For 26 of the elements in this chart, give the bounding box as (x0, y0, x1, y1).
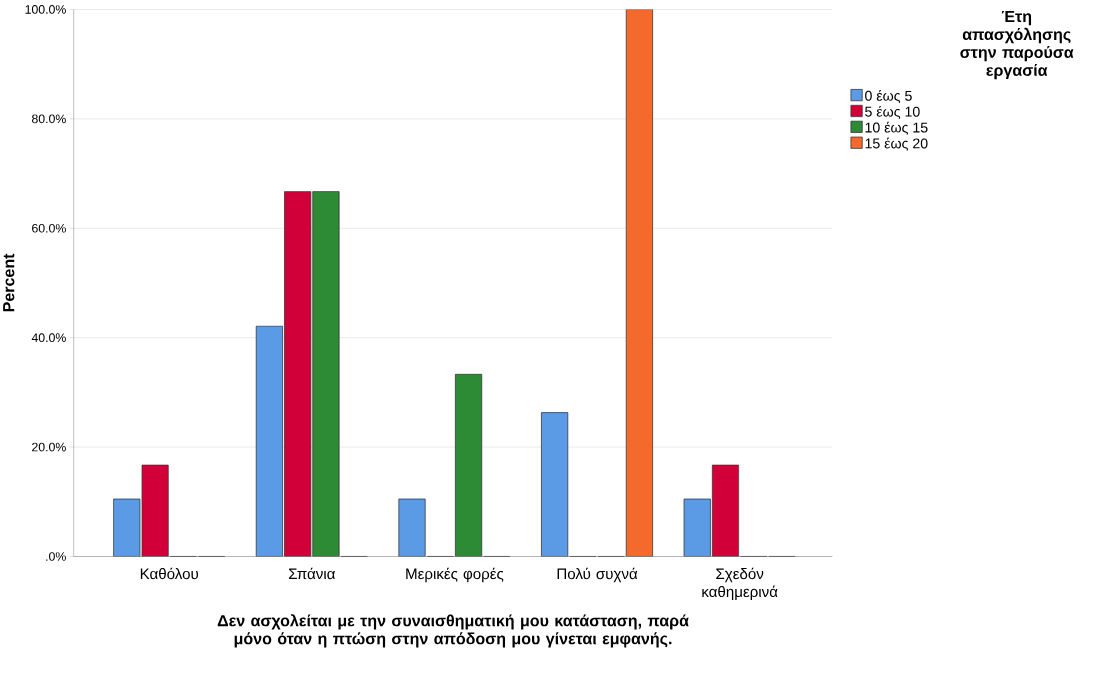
bar (141, 464, 169, 557)
legend-label: 5 έως 10 (865, 105, 920, 119)
x-tick-label: Μερικές φορές (406, 567, 504, 583)
y-axis-title: Percent (3, 253, 15, 312)
bar (312, 191, 340, 557)
bar (284, 191, 312, 557)
bar (454, 373, 483, 557)
legend-label: 10 έως 15 (865, 121, 928, 135)
y-tick-label: 40.0% (31, 333, 66, 342)
y-tick-label: 60.0% (32, 223, 66, 233)
x-tick-label: Σπάνια (289, 567, 335, 580)
legend-label: 0 έως 5 (865, 89, 912, 103)
bar (541, 412, 569, 557)
x-tick-label: Καθόλου (140, 567, 199, 580)
y-tick-label: .0% (46, 552, 66, 561)
bar (398, 498, 426, 557)
legend-label: 15 έως 20 (865, 137, 928, 151)
y-tick-label: 100.0% (25, 4, 66, 14)
y-tick-label: 80.0% (32, 114, 66, 124)
legend-title: Έτη απασχόλησης στην παρούσα εργασία (960, 10, 1074, 80)
x-tick-label: Πολύ συχνά (557, 567, 638, 583)
bar (711, 464, 740, 557)
bar (625, 9, 654, 557)
x-axis-title: Δεν ασχολείται με την συναισθηματική μου κατάσταση, παρά μόνο όταν η πτώση στην απόδοση μου γίνεται εμφανής. (217, 614, 689, 648)
x-tick-label: Σχεδόν καθημερινά (702, 567, 778, 600)
y-tick-label: 20.0% (32, 442, 66, 452)
